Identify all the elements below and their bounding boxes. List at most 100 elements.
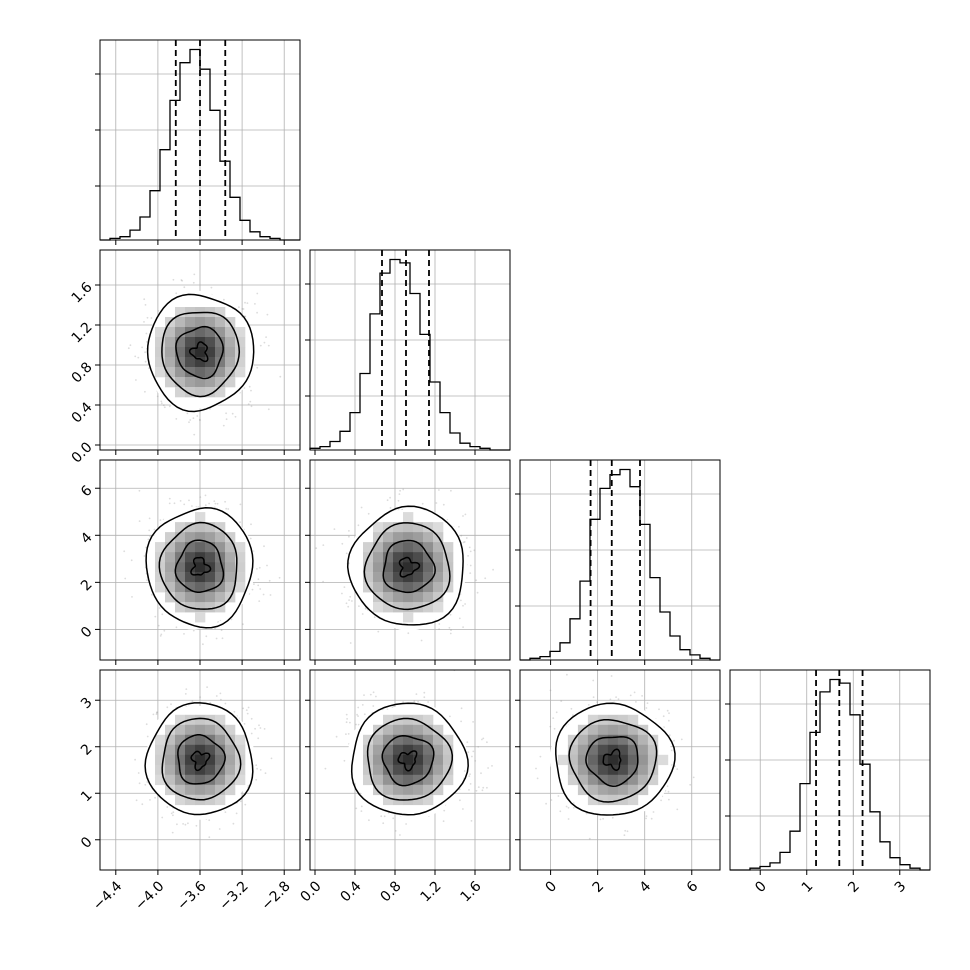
scatter-point	[257, 737, 260, 740]
scatter-point	[173, 502, 176, 505]
scatter-point	[213, 500, 216, 503]
density-cell	[155, 357, 166, 368]
density-cell	[165, 562, 176, 573]
density-cell	[235, 327, 246, 338]
scatter-point	[199, 696, 202, 698]
scatter-point	[150, 317, 153, 319]
scatter-point	[148, 529, 151, 532]
scatter-point	[245, 709, 248, 711]
scatter-point	[367, 512, 370, 515]
scatter-point	[180, 279, 183, 281]
scatter-point	[468, 546, 471, 549]
density-cell	[155, 542, 166, 553]
scatter-point	[266, 313, 269, 316]
density-cell	[165, 532, 176, 543]
density-cell	[185, 387, 196, 398]
density-cell	[433, 602, 444, 613]
scatter-point	[249, 400, 252, 403]
density-cell	[235, 542, 246, 553]
scatter-point	[250, 405, 253, 408]
density-cell	[363, 562, 374, 573]
density-cell	[215, 542, 226, 553]
scatter-point	[159, 519, 162, 521]
scatter-point	[469, 564, 472, 567]
density-cell	[235, 562, 246, 573]
scatter-point	[191, 505, 193, 508]
scatter-point	[256, 568, 258, 570]
scatter-point	[213, 506, 216, 509]
density-cell	[185, 552, 196, 563]
scatter-point	[221, 637, 224, 640]
density-cell	[215, 532, 226, 543]
density-cell	[225, 552, 236, 563]
scatter-point	[364, 607, 367, 610]
scatter-point	[249, 537, 252, 540]
scatter-point	[476, 591, 479, 594]
density-cell	[235, 357, 246, 368]
density-cell	[205, 347, 216, 358]
scatter-point	[215, 695, 218, 697]
scatter-point	[199, 419, 201, 421]
density-cell	[165, 377, 176, 388]
scatter-point	[170, 812, 173, 815]
scatter-point	[460, 534, 463, 537]
scatter-point	[199, 496, 202, 498]
density-cell	[185, 592, 196, 603]
hist-panel-0	[95, 39, 301, 245]
scatter-point	[448, 626, 451, 629]
scatter-point	[146, 735, 149, 738]
density-cell	[165, 542, 176, 553]
scatter-point	[215, 637, 218, 640]
scatter-point	[138, 489, 141, 492]
scatter-point	[239, 800, 242, 803]
density-cell	[433, 522, 444, 533]
density-cell	[433, 552, 444, 563]
scatter-point	[195, 824, 198, 827]
scatter-point	[402, 488, 405, 491]
density-cell	[215, 377, 226, 388]
density-cell	[413, 592, 424, 603]
scatter-point	[222, 424, 225, 427]
scatter-point	[254, 303, 256, 305]
density-cell	[373, 582, 384, 593]
scatter-point	[160, 633, 163, 636]
scatter-point	[239, 503, 242, 506]
density-cell	[225, 582, 236, 593]
scatter-point	[256, 311, 258, 314]
density-cell	[403, 592, 414, 603]
scatter-point	[124, 577, 127, 580]
panel-frame	[309, 459, 511, 661]
density-cell	[195, 602, 206, 613]
scatter-point	[204, 504, 207, 507]
scatter-point	[315, 547, 318, 550]
density-cell	[363, 582, 374, 593]
contour-line	[174, 539, 225, 593]
density-cell	[195, 512, 206, 523]
hist-panel-3	[725, 669, 931, 875]
density-cell	[185, 562, 196, 573]
density-cell	[175, 562, 186, 573]
density-cell	[225, 542, 236, 553]
density-cell	[185, 367, 196, 378]
scatter-point	[205, 635, 208, 638]
scatter-point	[157, 624, 160, 627]
scatter-point	[184, 823, 187, 826]
scatter-point	[247, 403, 250, 405]
scatter-point	[347, 605, 350, 608]
density-cell	[185, 532, 196, 543]
density-cell	[205, 592, 216, 603]
density-cell	[195, 582, 206, 593]
scatter-point	[462, 515, 464, 517]
density-cell	[185, 357, 196, 368]
scatter-point	[256, 292, 259, 295]
density-cell	[195, 317, 206, 328]
scatter-point	[141, 803, 144, 806]
scatter-point	[181, 279, 184, 282]
density-cell	[433, 542, 444, 553]
scatter-point	[253, 583, 255, 585]
scatter-point	[154, 615, 157, 618]
scatter-point	[143, 555, 146, 557]
contour-line	[346, 505, 464, 626]
scatter-point	[449, 613, 452, 616]
density-cell	[155, 327, 166, 338]
